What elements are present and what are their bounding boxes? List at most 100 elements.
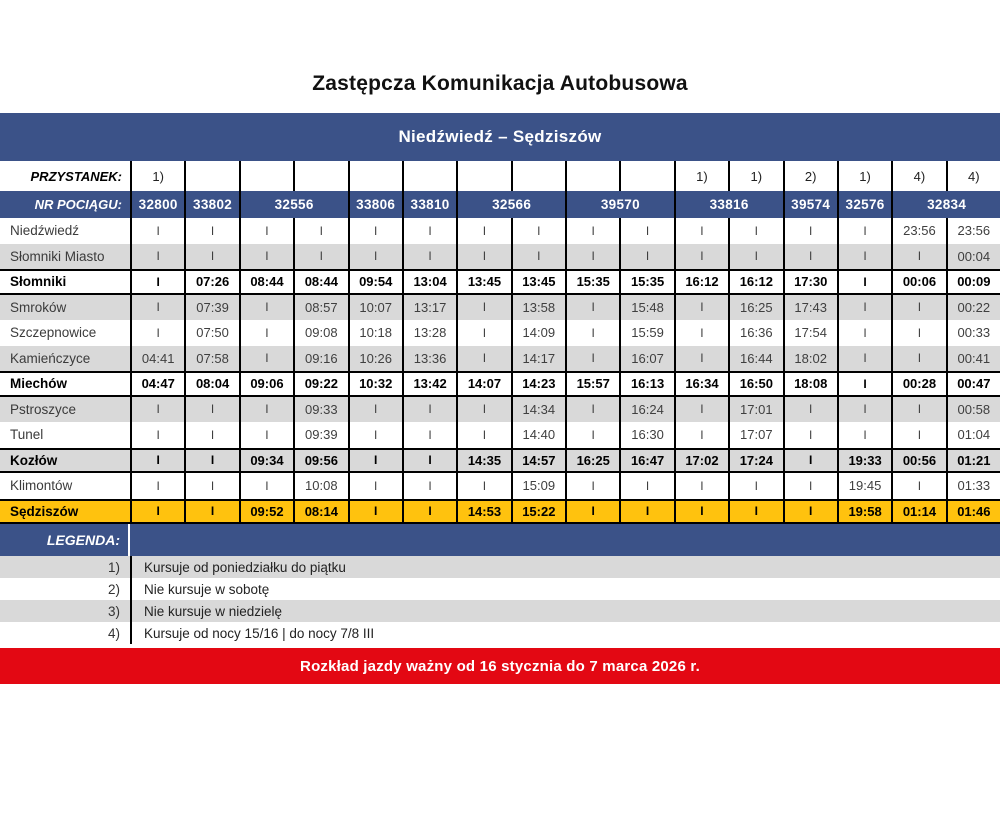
time-cell: 16:50 [728,373,782,395]
legend-text: Nie kursuje w niedzielę [130,600,1000,622]
no-stop-mark: I [238,396,293,422]
time-cell: 07:58 [184,345,238,371]
time-cell: 16:36 [728,320,782,346]
time-cell: 17:43 [782,294,837,320]
station-row: Tunel I I I 09:39 I I I 14:40 I 16:30 I 17:07 I I I 01:0… [0,422,1000,448]
annotation-cell: 1) [836,161,891,191]
time-cell: 17:54 [782,320,837,346]
station-name: Niedźwiedź [10,223,80,239]
no-stop-mark: I [347,396,402,422]
time-cell: 00:58 [945,396,1000,422]
no-stop-mark: I [891,422,945,448]
annotation-cell [238,161,293,191]
time-cell: 10:32 [347,373,402,395]
validity-footer-text: Rozkład jazdy ważny od 16 stycznia do 7 … [300,657,700,675]
train-number: 32566 [456,191,565,218]
no-stop-mark: I [130,422,184,448]
no-stop-mark: I [456,320,510,346]
no-stop-mark: I [673,320,728,346]
no-stop-mark: I [184,449,238,471]
time-cell: 17:07 [728,422,782,448]
station-name: Tunel [10,427,44,443]
annotation-cell [619,161,673,191]
legend-text: Kursuje od nocy 15/16 | do nocy 7/8 III [130,622,1000,644]
annotation-cell [293,161,347,191]
station-name: Klimontów [10,478,73,494]
station-row: Sędziszów I I 09:52 08:14 I I 14:53 15:22 I I I I I 19… [0,498,1000,524]
train-number: 32834 [891,191,1000,218]
legend-header: LEGENDA: [0,524,1000,556]
legend-header-label: LEGENDA: [0,524,130,556]
time-cell: 17:30 [782,271,837,293]
time-cell: 16:24 [619,396,673,422]
time-cell: 13:36 [401,345,456,371]
time-cell: 09:56 [293,449,347,471]
time-cell: 15:35 [565,271,619,293]
time-cell: 14:57 [510,449,565,471]
time-cell: 13:28 [401,320,456,346]
no-stop-mark: I [728,218,782,244]
no-stop-mark: I [836,243,891,269]
no-stop-mark: I [456,422,510,448]
time-cell: 00:41 [945,345,1000,371]
time-cell: 00:33 [945,320,1000,346]
route-banner: Niedźwiedź – Sędziszów [0,113,1000,161]
time-cell: 17:24 [728,449,782,471]
legend-key: 4) [107,625,120,641]
no-stop-mark: I [565,294,619,320]
no-stop-mark: I [401,500,456,522]
time-cell: 00:22 [945,294,1000,320]
time-cell: 13:45 [510,271,565,293]
time-cell: 07:26 [184,271,238,293]
time-cell: 08:14 [293,500,347,522]
annotation-cell: 2) [782,161,837,191]
no-stop-mark: I [510,218,565,244]
no-stop-mark: I [782,500,837,522]
no-stop-mark: I [130,396,184,422]
time-cell: 19:58 [836,500,891,522]
legend-key: 2) [107,581,120,597]
validity-footer: Rozkład jazdy ważny od 16 stycznia do 7 … [0,648,1000,684]
annotation-cell: 1) [130,161,184,191]
legend-list: 1) Kursuje od poniedziałku do piątku 2) Nie… [0,556,1000,644]
time-cell: 10:18 [347,320,402,346]
no-stop-mark: I [673,294,728,320]
no-stop-mark: I [565,345,619,371]
no-stop-mark: I [619,243,673,269]
time-cell: 01:04 [945,422,1000,448]
annotation-cell [456,161,510,191]
no-stop-mark: I [836,345,891,371]
time-cell: 14:07 [456,373,510,395]
time-cell: 01:33 [945,473,1000,499]
time-cell: 14:35 [456,449,510,471]
no-stop-mark: I [347,243,402,269]
station-row: Klimontów I I I 10:08 I I I 15:09 I I I I I 19:45 I 01:3… [0,473,1000,499]
time-cell: 14:34 [510,396,565,422]
annotation-cell [347,161,402,191]
legend-key: 1) [107,559,120,575]
time-cell: 00:56 [891,449,945,471]
no-stop-mark: I [347,218,402,244]
time-cell: 07:50 [184,320,238,346]
time-cell: 16:34 [673,373,728,395]
time-cell: 15:09 [510,473,565,499]
no-stop-mark: I [238,345,293,371]
annotation-cell [184,161,238,191]
station-name: Kozłów [10,452,58,468]
time-cell: 16:13 [619,373,673,395]
time-cell: 19:33 [836,449,891,471]
no-stop-mark: I [293,218,347,244]
time-cell: 09:39 [293,422,347,448]
time-cell: 15:35 [619,271,673,293]
time-cell: 23:56 [891,218,945,244]
no-stop-mark: I [836,396,891,422]
time-cell: 09:08 [293,320,347,346]
route-banner-text: Niedźwiedź – Sędziszów [398,127,602,146]
time-cell: 04:41 [130,345,184,371]
no-stop-mark: I [782,449,837,471]
legend-text: Nie kursuje w sobotę [130,578,1000,600]
no-stop-mark: I [130,449,184,471]
no-stop-mark: I [130,271,184,293]
stop-annotation-row: PRZYSTANEK: 1) 1) 1) 2) 1) 4) 4) [0,161,1000,191]
annotation-cell: 1) [728,161,782,191]
